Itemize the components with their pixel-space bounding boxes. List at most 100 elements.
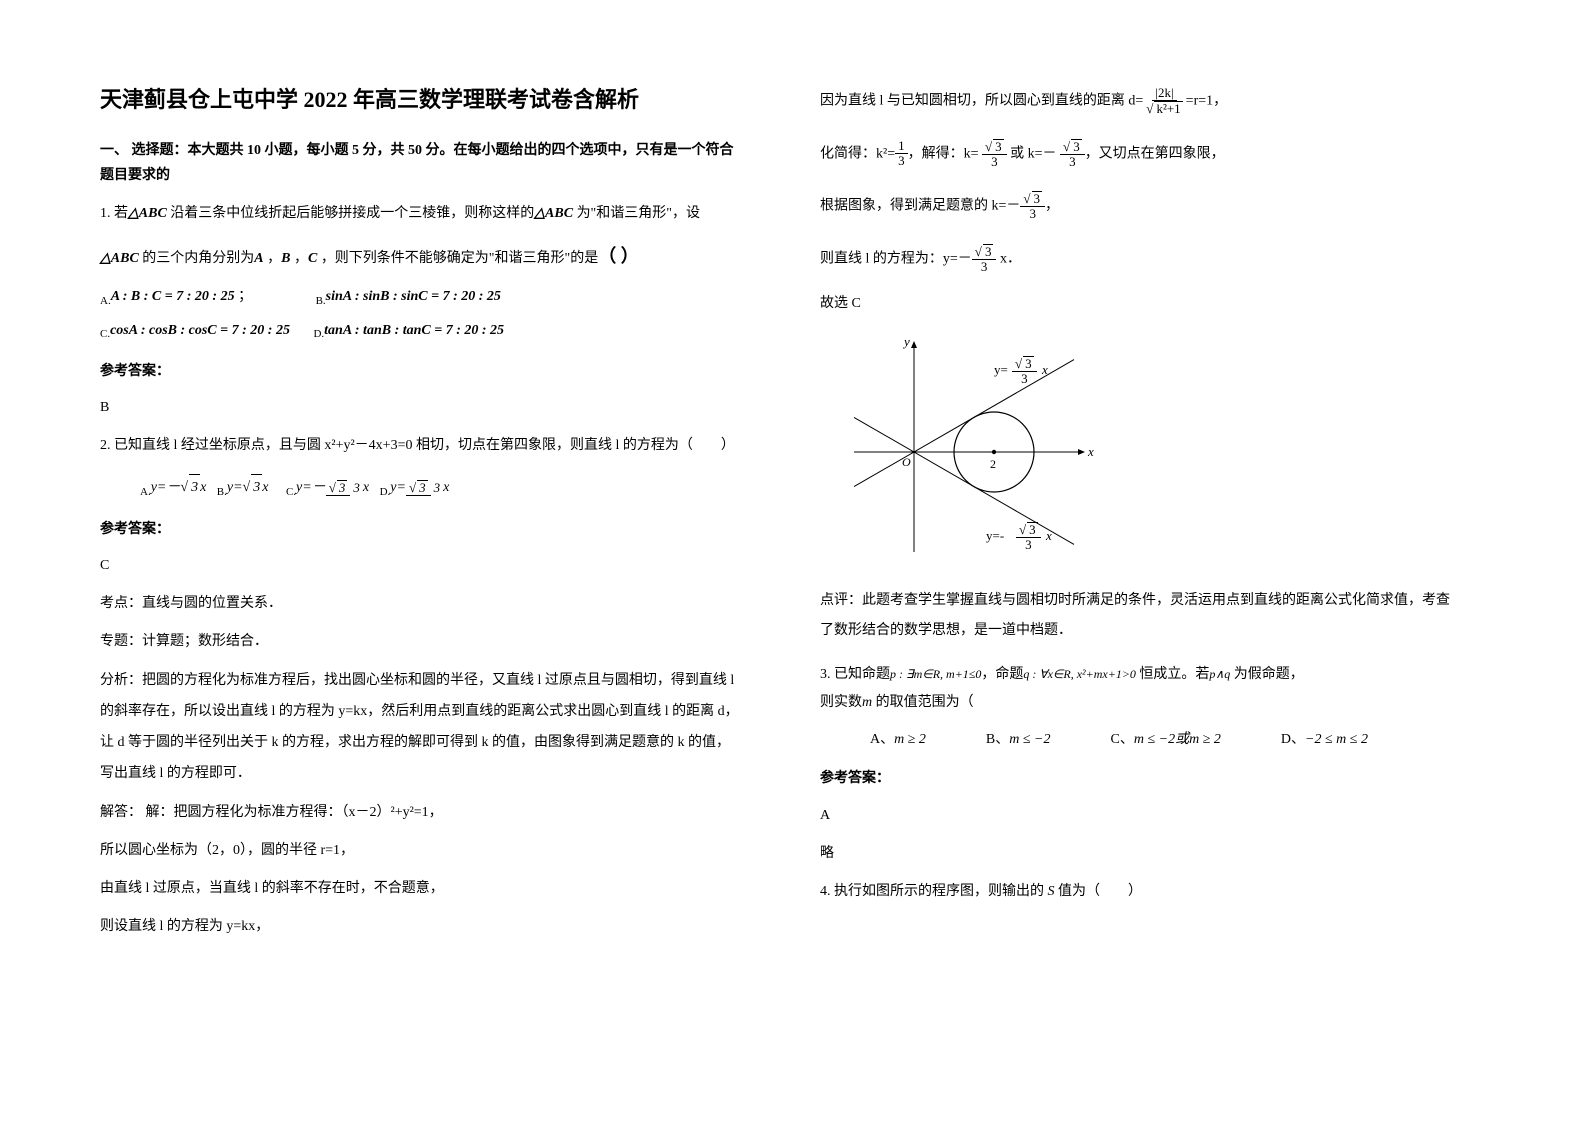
q3-answer-label: 参考答案： bbox=[820, 766, 1460, 791]
q1-answer-label: 参考答案： bbox=[100, 359, 740, 384]
label: C. bbox=[286, 483, 296, 503]
text: 的三个内角分别为 bbox=[139, 251, 255, 266]
r-line1: 因为直线 l 与已知圆相切，所以圆心到直线的距离 d=|2k|√k²+1=r=1… bbox=[820, 86, 1460, 117]
text: ，则下列条件不能够确定为"和谐三角形"的是 bbox=[321, 251, 598, 266]
expr: m ≤ −2或m ≥ 2 bbox=[1134, 727, 1221, 752]
q1-optA-math: A : B : C = 7 : 20 : 25 bbox=[111, 284, 235, 309]
q2-answer-label: 参考答案： bbox=[100, 517, 740, 542]
text: =r=1， bbox=[1186, 94, 1227, 109]
label: 考点： bbox=[100, 596, 142, 611]
q3-optA: A、m ≥ 2 bbox=[870, 727, 926, 752]
q2-kaodian: 考点：直线与圆的位置关系． bbox=[100, 590, 740, 618]
q1-answer: B bbox=[100, 394, 740, 422]
angle-b: B bbox=[281, 251, 290, 266]
q1-optC-math: cosA : cosB : cosC = 7 : 20 : 25 bbox=[110, 318, 290, 343]
text: 化简得：k²= bbox=[820, 146, 895, 161]
frac-r3-3c: √33 bbox=[1020, 191, 1045, 222]
m: m bbox=[862, 695, 872, 710]
p-expr: p : ∃m∈R, m+1≤0 bbox=[890, 667, 981, 681]
text: 计算题；数形结合． bbox=[142, 634, 268, 649]
upper-line-label: y= bbox=[994, 362, 1008, 377]
S: S bbox=[1048, 884, 1055, 899]
right-column: 因为直线 l 与已知圆相切，所以圆心到直线的距离 d=|2k|√k²+1=r=1… bbox=[820, 80, 1460, 951]
angle-a: A bbox=[254, 251, 263, 266]
q2-dianping: 点评：此题考查学生掌握直线与圆相切时所满足的条件，灵活运用点到直线的距离公式化简… bbox=[820, 586, 1460, 648]
text: ，解得：k= bbox=[908, 146, 979, 161]
page: 天津蓟县仓上屯中学 2022 年高三数学理联考试卷含解析 一、 选择题：本大题共… bbox=[0, 0, 1587, 991]
q1-optB-math: sinA : sinB : sinC = 7 : 20 : 25 bbox=[326, 284, 501, 309]
q3-answer: A bbox=[820, 802, 1460, 830]
label: D. bbox=[380, 483, 391, 503]
expr: −2 ≤ m ≤ 2 bbox=[1305, 727, 1368, 752]
text: ，又切点在第四象限， bbox=[1085, 146, 1225, 161]
r-line4: 则直线 l 的方程为：y=－√33 x． bbox=[820, 244, 1460, 275]
q2-jieda-1: 解答： 解：把圆方程化为标准方程得：（x－2）²+y²=1， bbox=[100, 799, 740, 827]
frac-r3-3b: √33 bbox=[1060, 139, 1085, 170]
q2-options: A. y=－√3x B. y=√3x C. y=－√33x D. y=√33x bbox=[140, 474, 740, 503]
text: 因为直线 l 与已知圆相切，所以圆心到直线的距离 d= bbox=[820, 94, 1143, 109]
r-line5: 故选 C bbox=[820, 290, 1460, 318]
q1-optD-math: tanA : tanB : tanC = 7 : 20 : 25 bbox=[324, 318, 504, 343]
q2-stem: 2. 已知直线 l 经过坐标原点，且与圆 x²+y²－4x+3=0 相切，切点在… bbox=[100, 432, 740, 460]
text: 把圆的方程化为标准方程后，找出圆心坐标和圆的半径，又直线 l 过原点且与圆相切，… bbox=[100, 673, 739, 780]
label: 点评： bbox=[820, 593, 862, 608]
math: y=√3x bbox=[227, 474, 269, 500]
q1-optB-label: B. bbox=[316, 292, 326, 312]
expr: m ≤ −2 bbox=[1009, 727, 1050, 752]
label: B. bbox=[217, 483, 227, 503]
expr: m ≥ 2 bbox=[894, 727, 926, 752]
frac-r3-3a: √33 bbox=[982, 139, 1007, 170]
q1-line2: △ABC 的三个内角分别为A ，B ，C ，则下列条件不能够确定为"和谐三角形"… bbox=[100, 238, 740, 274]
text: 为"和谐三角形"，设 bbox=[573, 206, 700, 221]
n: 3 bbox=[1027, 522, 1038, 537]
angle-c: C bbox=[308, 251, 317, 266]
text: ， bbox=[1045, 199, 1059, 214]
label: 解答： bbox=[100, 805, 142, 820]
q3-stem: 3. 已知命题p : ∃m∈R, m+1≤0，命题q : ∀x∈R, x²+mx… bbox=[820, 661, 1460, 717]
q1-opts-row2: C. cosA : cosB : cosC = 7 : 20 : 25 D. t… bbox=[100, 318, 740, 346]
d: 3 bbox=[1018, 373, 1031, 387]
q3-lue: 略 bbox=[820, 840, 1460, 868]
q3-optB: B、m ≤ −2 bbox=[986, 727, 1051, 752]
label: D、 bbox=[1281, 727, 1305, 752]
doc-title: 天津蓟县仓上屯中学 2022 年高三数学理联考试卷含解析 bbox=[100, 80, 740, 120]
text: 的取值范围为（ bbox=[872, 695, 974, 710]
text: 则直线 l 的方程为：y=－ bbox=[820, 251, 972, 266]
label: A、 bbox=[870, 727, 894, 752]
triangle-abc-2: △ABC bbox=[534, 206, 573, 221]
q1-optA-label: A. bbox=[100, 292, 111, 312]
q2-optC: C. y=－√33x bbox=[286, 475, 369, 503]
graph-svg: x y O 2 y= √33 x y=- √33 bbox=[844, 332, 1104, 562]
q3-optD: D、−2 ≤ m ≤ 2 bbox=[1281, 727, 1368, 752]
q2-jieda-2: 所以圆心坐标为（2，0），圆的半径 r=1， bbox=[100, 837, 740, 865]
upper-x: x bbox=[1041, 362, 1048, 377]
q1-optD-label: D. bbox=[313, 325, 324, 345]
text: 沿着三条中位线折起后能够拼接成一个三棱锥，则称这样的 bbox=[167, 206, 535, 221]
q3-options: A、m ≥ 2 B、m ≤ −2 C、m ≤ −2或m ≥ 2 D、−2 ≤ m… bbox=[870, 727, 1460, 752]
lower-x: x bbox=[1045, 528, 1052, 543]
text: 根据图象，得到满足题意的 k=－ bbox=[820, 199, 1020, 214]
section-1-heading: 一、 选择题：本大题共 10 小题，每小题 5 分，共 50 分。在每小题给出的… bbox=[100, 138, 740, 188]
text: 值为（ ） bbox=[1055, 884, 1143, 899]
frac-r3-3d: √33 bbox=[972, 244, 997, 275]
math: y=√33x bbox=[390, 475, 449, 500]
n: 3 bbox=[1023, 356, 1034, 371]
center-label: 2 bbox=[990, 457, 996, 471]
q2-zhuanti: 专题：计算题；数形结合． bbox=[100, 628, 740, 656]
q2-answer: C bbox=[100, 552, 740, 580]
lower-line-label: y=- bbox=[986, 528, 1004, 543]
x-label: x bbox=[1087, 444, 1094, 459]
label: A. bbox=[140, 483, 151, 503]
math: y=－√3x bbox=[151, 474, 207, 500]
q1-opts-row1: A. A : B : C = 7 : 20 : 25 ； B. sinA : s… bbox=[100, 284, 740, 312]
label: 分析： bbox=[100, 673, 142, 688]
q2-optA: A. y=－√3x bbox=[140, 474, 206, 503]
tangent-graph: x y O 2 y= √33 x y=- √33 bbox=[844, 332, 1460, 571]
paren-blank-icon: （ ） bbox=[598, 246, 639, 266]
q2-jieda-4: 则设直线 l 的方程为 y=kx， bbox=[100, 913, 740, 941]
q-expr: q : ∀x∈R, x²+mx+1>0 bbox=[1023, 667, 1136, 681]
triangle-abc-1: △ABC bbox=[128, 206, 167, 221]
triangle-abc-3: △ABC bbox=[100, 251, 139, 266]
text: 则实数 bbox=[820, 695, 862, 710]
label: B、 bbox=[986, 727, 1009, 752]
